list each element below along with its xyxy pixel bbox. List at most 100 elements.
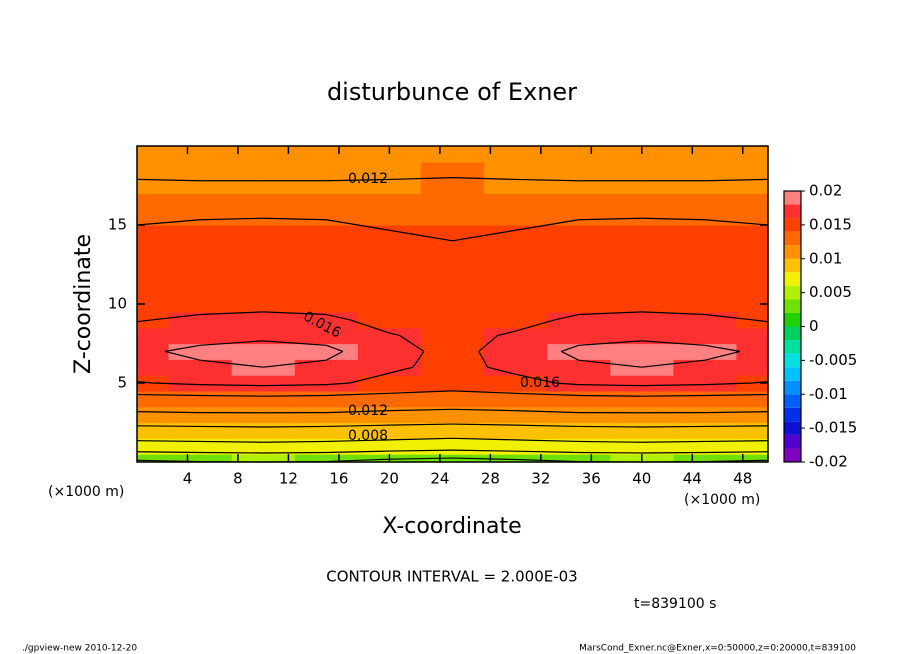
contour-cell <box>231 375 296 392</box>
contour-cell <box>357 311 422 329</box>
contour-cell <box>137 193 170 226</box>
contour-lines <box>136 177 769 463</box>
contour-fill <box>137 146 769 463</box>
contour-cell <box>168 225 233 258</box>
colorbar-tick-label: -0.01 <box>809 385 848 403</box>
contour-line <box>704 440 769 443</box>
contour-line <box>641 340 705 346</box>
contour-cell <box>547 438 611 455</box>
x-tick-label: 8 <box>233 470 243 488</box>
contour-cell <box>547 406 611 424</box>
colorbar-band <box>784 326 801 341</box>
x-axis-label: X-coordinate <box>382 514 521 539</box>
contour-line <box>452 390 516 394</box>
contour-line <box>349 319 390 334</box>
contour-cell <box>294 311 359 329</box>
contour-cell <box>231 161 296 194</box>
contour-line <box>326 313 351 321</box>
contour-line <box>326 219 390 231</box>
contour-line <box>578 217 642 221</box>
contour-cell <box>673 225 738 258</box>
contour-line <box>641 384 705 387</box>
colorbar-band <box>784 218 801 232</box>
contour-line <box>578 440 642 443</box>
contour-cell <box>168 390 233 408</box>
contour-line <box>263 340 327 346</box>
x-tick-label: 48 <box>733 470 752 488</box>
contour-line <box>515 219 579 231</box>
contour-cell <box>168 438 233 455</box>
contour-line <box>452 229 516 242</box>
contour-cell <box>231 406 296 424</box>
contour-cell <box>610 375 674 392</box>
contour-line <box>326 458 390 463</box>
colorbar-band <box>784 434 801 449</box>
contour-cell <box>294 375 359 392</box>
contour-cell <box>137 288 170 313</box>
contour-line <box>326 382 351 386</box>
x-tick-label: 16 <box>329 470 348 488</box>
contour-cell <box>294 288 359 313</box>
contour-cell <box>357 288 422 313</box>
x-tick-label: 36 <box>582 470 601 488</box>
contour-cell <box>547 288 611 313</box>
contour-cell <box>610 146 674 163</box>
contour-cell <box>137 256 170 289</box>
contour-line <box>136 411 201 414</box>
contour-cell <box>420 311 485 329</box>
x-tick-label: 40 <box>632 470 651 488</box>
contour-line <box>263 311 327 316</box>
colorbar-tick-label: 0 <box>809 317 819 335</box>
contour-cell <box>294 256 359 289</box>
contour-cell <box>673 438 738 455</box>
contour-line <box>752 319 769 323</box>
contour-line <box>263 359 327 368</box>
contour-cell <box>484 343 548 360</box>
contour-cell <box>420 390 485 408</box>
contour-line <box>515 458 579 463</box>
contour-cell <box>357 193 422 226</box>
contour-line <box>263 440 327 443</box>
contour-line <box>136 440 201 443</box>
contour-cell <box>137 438 170 455</box>
colorbar-band <box>784 231 801 246</box>
contour-cell <box>168 359 233 376</box>
contour-cell <box>736 146 769 163</box>
contour-cell <box>736 422 769 439</box>
contour-cell <box>231 422 296 439</box>
contour-line <box>560 344 579 352</box>
contour-cell <box>610 406 674 424</box>
contour-line <box>515 178 579 182</box>
contour-line <box>578 311 642 316</box>
contour-line <box>164 350 201 361</box>
contour-cell <box>231 256 296 289</box>
contour-line <box>554 382 579 386</box>
y-tick-label: 5 <box>117 374 127 392</box>
contour-cell <box>484 422 548 439</box>
contour-line <box>515 319 556 332</box>
contour-line <box>704 344 741 352</box>
colorbar-tick-label: 0.015 <box>809 215 852 233</box>
contour-cell <box>736 288 769 313</box>
contour-line <box>452 449 516 452</box>
contour-line <box>452 408 516 412</box>
contour-cell <box>137 406 170 424</box>
contour-cell <box>484 390 548 408</box>
contour-line <box>515 410 579 414</box>
contour-cell <box>231 454 296 463</box>
chart-title: disturbunce of Exner <box>327 78 577 106</box>
colorbar-band <box>784 285 801 300</box>
contour-cell <box>736 390 769 408</box>
contour-line <box>326 178 390 182</box>
x-tick-label: 12 <box>279 470 298 488</box>
contour-cell <box>137 390 170 408</box>
contour-line <box>704 425 769 428</box>
contour-line <box>389 437 453 441</box>
contour-cell <box>736 454 769 463</box>
contour-cell <box>673 390 738 408</box>
colorbar-tick-label: 0.02 <box>809 182 842 200</box>
contour-line <box>389 457 453 460</box>
contour-cell <box>610 422 674 439</box>
contour-line <box>641 394 705 397</box>
